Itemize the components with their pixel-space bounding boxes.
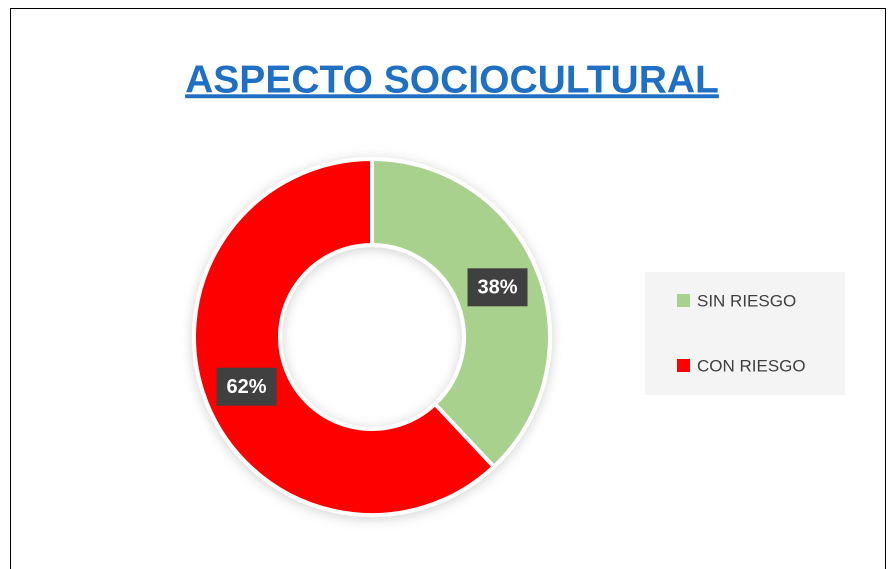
legend-box (645, 272, 845, 395)
legend-label: CON RIESGO (697, 356, 806, 375)
data-label: 38% (478, 277, 518, 299)
legend-label: SIN RIESGO (697, 291, 796, 310)
data-label-box (216, 367, 277, 406)
donut (192, 156, 552, 517)
data-label-box (467, 268, 528, 307)
donut-slice (192, 156, 497, 517)
legend-swatch (677, 294, 690, 307)
chart-title: ASPECTO SOCIOCULTURAL (185, 58, 719, 101)
data-label: 62% (226, 376, 266, 398)
donut-slice (370, 156, 552, 470)
legend-swatch (677, 359, 690, 372)
